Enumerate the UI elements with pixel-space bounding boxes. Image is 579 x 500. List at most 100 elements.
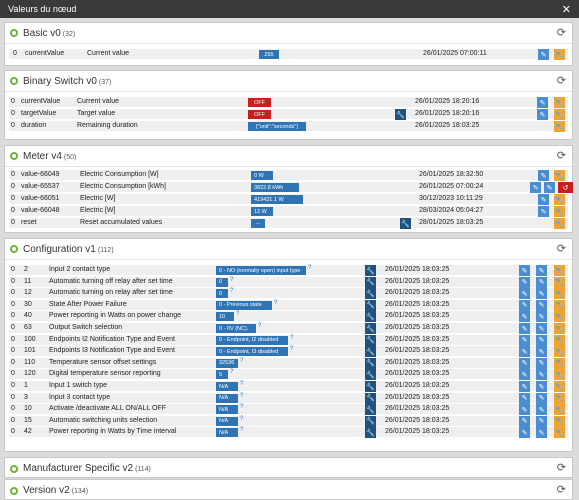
close-icon[interactable]: ✕ (561, 4, 571, 16)
wrench-icon[interactable]: 🔧 (365, 404, 376, 416)
value-badge[interactable]: 0 - Previous state (216, 300, 272, 310)
pencil-icon[interactable]: ✎ (519, 346, 530, 358)
refresh-icon[interactable]: ⟳ (556, 243, 566, 255)
help-icon[interactable]: ? (274, 299, 278, 306)
wrench-icon[interactable]: 🔧 (554, 109, 565, 120)
wrench-icon[interactable]: 🔧 (554, 206, 565, 217)
panel-header[interactable]: Meter v4 (50) ⟳ (5, 146, 572, 167)
value-badge[interactable]: 5 (216, 370, 228, 380)
help-icon[interactable]: ? (240, 357, 244, 364)
wrench-icon[interactable]: 🔧 (554, 415, 565, 427)
refresh-icon[interactable]: ⟳ (556, 150, 566, 162)
pencil-icon[interactable]: ✎ (536, 404, 547, 416)
panel-header[interactable]: Binary Switch v0 (37) ⟳ (5, 71, 572, 92)
panel-header[interactable]: Version v2 (134) ⟳ (5, 480, 572, 500)
wrench-icon[interactable]: 🔧 (365, 334, 376, 346)
value-badge[interactable]: N/A (216, 428, 238, 438)
wrench-icon[interactable]: 🔧 (365, 392, 376, 404)
reset-icon[interactable]: ↺ (558, 182, 573, 193)
value-badge[interactable]: N/A (216, 393, 238, 403)
wrench-icon[interactable]: 🔧 (554, 121, 565, 132)
help-icon[interactable]: ? (258, 323, 262, 329)
pencil-icon[interactable]: ✎ (538, 49, 549, 60)
panel-header[interactable]: Configuration v1 (112) ⟳ (5, 239, 572, 260)
wrench-icon[interactable]: 🔧 (365, 427, 376, 439)
pencil-icon[interactable]: ✎ (519, 311, 530, 323)
pencil-icon[interactable]: ✎ (536, 334, 547, 346)
value-badge[interactable]: -- (251, 219, 265, 228)
help-icon[interactable]: ? (240, 404, 244, 411)
pencil-icon[interactable]: ✎ (536, 415, 547, 427)
pencil-icon[interactable]: ✎ (538, 170, 549, 181)
help-icon[interactable]: ? (230, 288, 234, 295)
pencil-icon[interactable]: ✎ (519, 357, 530, 369)
refresh-icon[interactable]: ⟳ (556, 75, 566, 87)
wrench-icon[interactable]: 🔧 (554, 194, 565, 205)
wrench-icon[interactable]: 🔧 (554, 49, 565, 60)
wrench-icon[interactable]: 🔧 (365, 323, 376, 334)
pencil-icon[interactable]: ✎ (519, 323, 530, 334)
value-badge[interactable]: N/A (216, 405, 238, 415)
value-badge[interactable]: N/A (216, 416, 238, 426)
value-badge[interactable]: 10 (216, 312, 234, 322)
help-icon[interactable]: ? (236, 311, 240, 318)
wrench-icon[interactable]: 🔧 (554, 288, 565, 300)
panel-header[interactable]: Manufacturer Specific v2 (114) ⟳ (5, 458, 572, 479)
value-badge[interactable]: 12 W (251, 207, 273, 216)
help-icon[interactable]: ? (230, 369, 234, 376)
value-badge[interactable]: 0 W (251, 171, 273, 180)
pencil-icon[interactable]: ✎ (536, 276, 547, 288)
wrench-icon[interactable]: 🔧 (365, 311, 376, 323)
value-badge[interactable]: 0 - Endpoint, I2 disabled (216, 335, 288, 345)
wrench-icon[interactable]: 🔧 (365, 288, 376, 300)
pencil-icon[interactable]: ✎ (519, 427, 530, 439)
refresh-icon[interactable]: ⟳ (556, 27, 566, 39)
pencil-icon[interactable]: ✎ (536, 265, 547, 276)
wrench-icon[interactable]: 🔧 (400, 218, 411, 229)
help-icon[interactable]: ? (240, 381, 244, 387)
wrench-icon[interactable]: 🔧 (554, 357, 565, 369)
help-icon[interactable]: ? (240, 392, 244, 399)
pencil-icon[interactable]: ✎ (519, 288, 530, 300)
value-badge[interactable]: 0 (216, 277, 228, 287)
wrench-icon[interactable]: 🔧 (554, 369, 565, 381)
pencil-icon[interactable]: ✎ (536, 299, 547, 311)
pencil-icon[interactable]: ✎ (536, 357, 547, 369)
wrench-icon[interactable]: 🔧 (365, 369, 376, 381)
pencil-icon[interactable]: ✎ (536, 381, 547, 392)
help-icon[interactable]: ? (240, 427, 244, 434)
wrench-icon[interactable]: 🔧 (554, 323, 565, 334)
pencil-icon[interactable]: ✎ (530, 182, 541, 193)
value-badge[interactable]: 255 (259, 50, 279, 59)
refresh-icon[interactable]: ⟳ (556, 484, 566, 496)
value-badge[interactable]: 3822.8 kWh (251, 183, 299, 192)
pencil-icon[interactable]: ✎ (519, 299, 530, 311)
value-badge[interactable]: OFF (248, 98, 271, 107)
panel-header[interactable]: Basic v0 (32) ⟳ (5, 23, 572, 44)
pencil-icon[interactable]: ✎ (537, 97, 548, 108)
wrench-icon[interactable]: 🔧 (554, 334, 565, 346)
value-badge[interactable]: 419431.1 W (251, 195, 303, 204)
pencil-icon[interactable]: ✎ (519, 276, 530, 288)
refresh-icon[interactable]: ⟳ (556, 462, 566, 474)
help-icon[interactable]: ? (240, 415, 244, 422)
help-icon[interactable]: ? (230, 276, 234, 283)
value-badge[interactable]: 0 (216, 289, 228, 299)
wrench-icon[interactable]: 🔧 (365, 415, 376, 427)
wrench-icon[interactable]: 🔧 (365, 276, 376, 288)
value-badge[interactable]: 0 - NO (normally open) input type (216, 266, 306, 275)
pencil-icon[interactable]: ✎ (536, 346, 547, 358)
pencil-icon[interactable]: ✎ (519, 381, 530, 392)
wrench-icon[interactable]: 🔧 (395, 109, 406, 120)
pencil-icon[interactable]: ✎ (537, 109, 548, 120)
wrench-icon[interactable]: 🔧 (554, 276, 565, 288)
value-badge[interactable]: OFF (248, 110, 271, 119)
value-badge[interactable]: {"unit":"seconds"} (248, 122, 306, 131)
pencil-icon[interactable]: ✎ (519, 415, 530, 427)
value-badge[interactable]: 0 - 0V (NC). (216, 324, 256, 333)
wrench-icon[interactable]: 🔧 (365, 346, 376, 358)
pencil-icon[interactable]: ✎ (519, 265, 530, 276)
value-badge[interactable]: 32536 (216, 358, 238, 368)
help-icon[interactable]: ? (290, 334, 294, 341)
wrench-icon[interactable]: 🔧 (554, 265, 565, 276)
